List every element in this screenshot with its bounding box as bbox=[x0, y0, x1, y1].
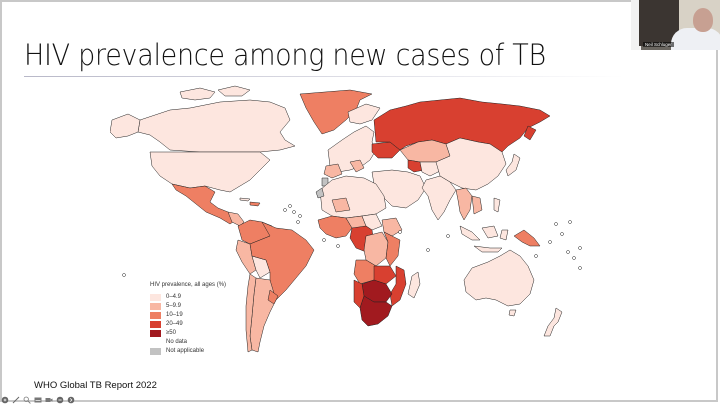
legend-item: 20–49 bbox=[150, 320, 226, 329]
zoom-icon[interactable] bbox=[23, 396, 31, 404]
legend-label: 20–49 bbox=[166, 321, 183, 328]
presenter-name-tag: Neil Schluger bbox=[643, 42, 674, 47]
legend-swatch bbox=[150, 312, 161, 320]
slide-title: HIV prevalence among new cases of TB bbox=[24, 38, 546, 72]
camera-icon[interactable] bbox=[45, 396, 53, 404]
legend-item: 5–9.9 bbox=[150, 302, 226, 311]
legend-swatch bbox=[150, 303, 161, 311]
pointer-icon[interactable] bbox=[1, 396, 9, 404]
legend-label: 5–9.9 bbox=[166, 303, 182, 310]
legend-swatch bbox=[150, 330, 161, 338]
pen-icon[interactable] bbox=[12, 396, 20, 404]
title-divider bbox=[24, 76, 624, 77]
world-map bbox=[109, 80, 610, 380]
legend-item: ≥50 bbox=[150, 329, 226, 338]
legend-item: 0–4.9 bbox=[150, 293, 226, 302]
subtitles-icon[interactable] bbox=[34, 396, 42, 404]
presenter-head bbox=[693, 8, 713, 32]
menu-icon[interactable] bbox=[56, 396, 64, 404]
more-icon[interactable] bbox=[67, 396, 75, 404]
legend-title: HIV prevalence, all ages (%) bbox=[150, 282, 227, 288]
legend-label: 0–4.9 bbox=[166, 294, 182, 301]
legend-label: ≥50 bbox=[166, 330, 176, 337]
region-china bbox=[435, 137, 507, 191]
legend-label: Not applicable bbox=[166, 348, 205, 355]
map-legend: HIV prevalence, all ages (%) 0–4.9 5–9.9… bbox=[150, 282, 226, 356]
region-usa bbox=[149, 151, 271, 193]
region-alaska bbox=[109, 113, 141, 139]
region-mozambique bbox=[389, 265, 407, 307]
region-greenland bbox=[299, 89, 373, 135]
region-west-africa bbox=[317, 215, 353, 239]
region-papua-new-guinea bbox=[513, 229, 541, 247]
region-east-africa bbox=[383, 231, 401, 267]
legend-item: No data bbox=[150, 338, 226, 347]
presenter-body bbox=[671, 28, 720, 50]
legend-item: 10–19 bbox=[150, 311, 226, 320]
presentation-toolbar bbox=[0, 395, 75, 404]
region-chile bbox=[245, 273, 257, 353]
legend-label: No data bbox=[166, 339, 188, 346]
region-madagascar bbox=[407, 271, 421, 299]
region-zambia bbox=[373, 265, 397, 285]
legend-swatch bbox=[150, 321, 161, 329]
legend-swatch bbox=[150, 348, 161, 356]
region-south-africa bbox=[359, 295, 393, 327]
legend-label: 10–19 bbox=[166, 312, 183, 319]
region-russia bbox=[373, 97, 551, 153]
region-canada bbox=[137, 99, 296, 153]
region-australia bbox=[463, 249, 535, 307]
webcam-video-tile[interactable]: Neil Schluger bbox=[631, 0, 720, 50]
region-india bbox=[421, 175, 457, 221]
legend-item: Not applicable bbox=[150, 347, 226, 356]
region-dr-congo bbox=[363, 231, 389, 267]
legend-swatch bbox=[150, 294, 161, 302]
source-citation: WHO Global TB Report 2022 bbox=[34, 380, 157, 391]
legend-swatch bbox=[150, 339, 161, 347]
region-thailand-myanmar bbox=[455, 187, 473, 221]
